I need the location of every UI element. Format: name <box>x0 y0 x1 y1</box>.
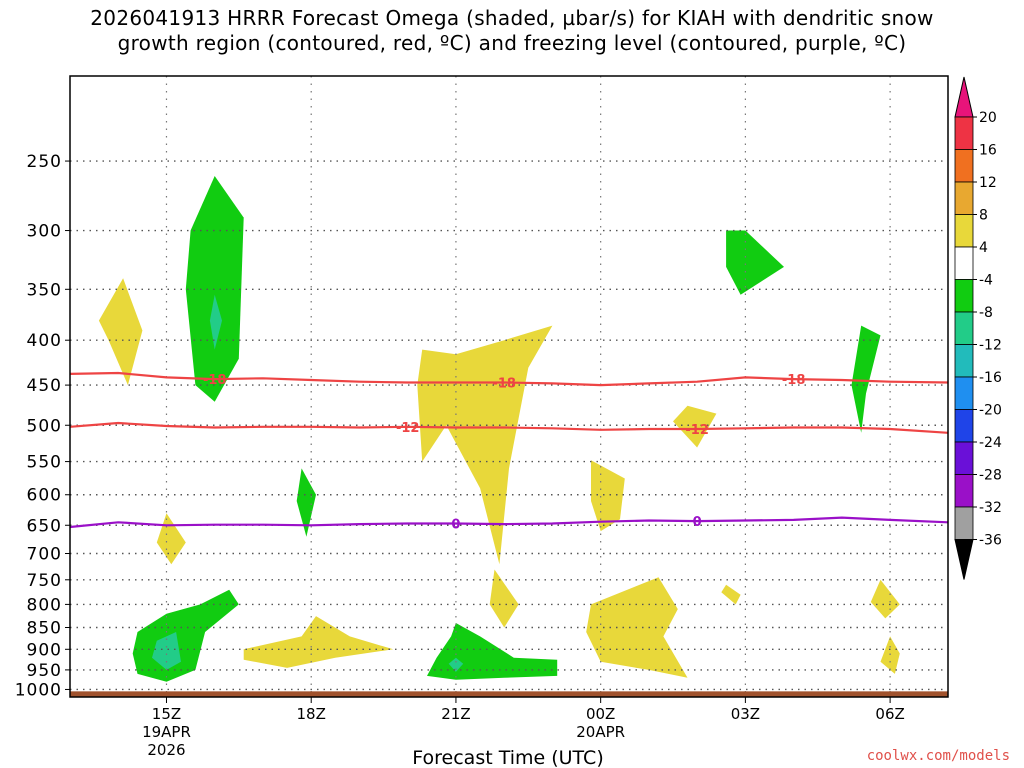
colorbar-label--20: -20 <box>979 403 1002 419</box>
omega-region-3 <box>156 513 186 565</box>
plot-frame <box>69 75 949 698</box>
colorbar-swatch-0 <box>954 116 974 150</box>
colorbar-swatch-3 <box>954 214 974 248</box>
omega-region-19 <box>448 657 464 672</box>
grid-lines <box>70 76 948 697</box>
colorbar-bottom-arrow <box>954 539 974 580</box>
omega-region-1 <box>185 176 244 402</box>
y-tick-label-700: 700 <box>27 545 62 565</box>
x-tick-label-03Z: 03Z <box>731 705 760 723</box>
colorbar-label--12: -12 <box>979 338 1002 354</box>
omega-region-7 <box>591 460 625 532</box>
y-tick-label-950: 950 <box>27 661 62 681</box>
contour-label--18-2: -18 <box>782 373 806 388</box>
colorbar-label--8: -8 <box>979 305 993 321</box>
colorbar-label-8: 8 <box>979 208 988 224</box>
x-tick-label-18Z: 18Z <box>297 705 326 723</box>
y-tick-label-750: 750 <box>27 571 62 591</box>
omega-region-12 <box>870 579 900 619</box>
omega-shading <box>98 176 900 682</box>
omega-region-4 <box>296 468 316 537</box>
x-tick-label-06Z: 06Z <box>875 705 904 723</box>
omega-region-17 <box>152 632 181 670</box>
colorbar-swatch-8 <box>954 376 974 410</box>
contour-label-0-1: 0 <box>693 515 702 530</box>
y-tick-label-450: 450 <box>27 376 62 396</box>
colorbar-label-20: 20 <box>979 110 997 126</box>
x-axis-label: Forecast Time (UTC) <box>412 747 603 768</box>
x-tick-sublabel-15Z-1: 2026 <box>147 741 185 759</box>
chart-title-line-1: 2026041913 HRRR Forecast Omega (shaded, … <box>90 6 934 30</box>
colorbar-label--16: -16 <box>979 370 1002 386</box>
y-tick-label-650: 650 <box>27 516 62 536</box>
colorbar-label--28: -28 <box>979 468 1002 484</box>
omega-region-15 <box>880 636 900 674</box>
colorbar-top-arrow <box>954 76 974 118</box>
y-tick-label-800: 800 <box>27 595 62 615</box>
contour-label--18-0: -18 <box>203 373 227 388</box>
omega-region-16 <box>132 589 239 682</box>
colorbar-swatch-9 <box>954 409 974 443</box>
contour-0-line <box>69 516 949 529</box>
omega-region-5 <box>417 325 553 565</box>
axes: 2503003504004505005506006507007508008509… <box>15 75 949 759</box>
omega-region-0 <box>98 278 143 386</box>
y-tick-label-850: 850 <box>27 619 62 639</box>
omega-region-18 <box>427 623 558 680</box>
y-tick-label-900: 900 <box>27 640 62 660</box>
contour-label--12-0: -12 <box>396 421 420 436</box>
x-tick-sublabel-00Z-0: 20APR <box>576 723 625 741</box>
colorbar-label-16: 16 <box>979 143 997 159</box>
x-tick-sublabel-15Z-0: 19APR <box>142 723 191 741</box>
omega-region-2 <box>209 294 222 350</box>
x-tick-label-21Z: 21Z <box>441 705 470 723</box>
colorbar-swatch-2 <box>954 181 974 215</box>
colorbar-swatch-12 <box>954 506 974 540</box>
colorbar-swatch-11 <box>954 474 974 508</box>
contour--12-line <box>69 421 949 434</box>
y-tick-label-550: 550 <box>27 453 62 473</box>
ground-layer <box>70 691 948 697</box>
colorbar-swatch-6 <box>954 311 974 345</box>
colorbar-label--36: -36 <box>979 533 1002 549</box>
colorbar-swatch-5 <box>954 279 974 313</box>
y-tick-label-350: 350 <box>27 280 62 300</box>
x-tick-label-00Z: 00Z <box>586 705 615 723</box>
omega-region-9 <box>726 230 784 295</box>
omega-region-11 <box>721 584 741 605</box>
colorbar-swatch-4 <box>954 246 974 280</box>
colorbar-label-4: 4 <box>979 240 988 256</box>
credit-text: coolwx.com/models <box>866 748 1010 764</box>
colorbar-label--32: -32 <box>979 500 1002 516</box>
contour-label-0-0: 0 <box>451 517 460 532</box>
colorbar-swatch-1 <box>954 149 974 183</box>
contour-label--12-1: -12 <box>685 423 709 438</box>
y-tick-label-500: 500 <box>27 416 62 436</box>
colorbar-label-12: 12 <box>979 175 997 191</box>
colorbar-swatch-7 <box>954 344 974 378</box>
colorbar-label--4: -4 <box>979 273 993 289</box>
y-tick-label-250: 250 <box>27 152 62 172</box>
x-tick-label-15Z: 15Z <box>152 705 181 723</box>
contour--18-line <box>69 371 949 387</box>
y-tick-label-400: 400 <box>27 331 62 351</box>
y-tick-label-600: 600 <box>27 486 62 506</box>
omega-region-14 <box>243 616 394 668</box>
omega-region-6 <box>489 569 519 628</box>
y-tick-label-300: 300 <box>27 222 62 242</box>
contour-label--18-1: -18 <box>492 377 516 392</box>
omega-region-8 <box>673 405 717 448</box>
omega-region-10 <box>851 325 881 433</box>
colorbar: 20 16 12 8 4 -4 -8 -12 -16 -20 -24 -28 -32 -36 <box>954 76 1002 580</box>
y-tick-label-1000: 1000 <box>15 680 62 700</box>
colorbar-label--24: -24 <box>979 435 1002 451</box>
ground-band <box>70 691 948 697</box>
colorbar-swatch-10 <box>954 441 974 475</box>
chart-title-line-2: growth region (contoured, red, ºC) and f… <box>117 31 907 55</box>
temperature-contours: -18 -18 -18 -12 -12 0 0 <box>69 371 949 532</box>
